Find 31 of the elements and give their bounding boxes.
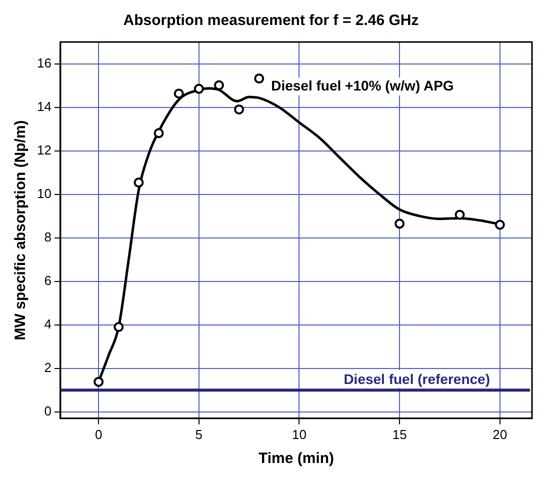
y-tick-label: 14 xyxy=(36,98,52,114)
y-tick-label: 6 xyxy=(44,272,52,288)
point xyxy=(94,376,104,387)
x-tick-label: 5 xyxy=(195,426,203,442)
y-tick-label: 10 xyxy=(36,186,52,201)
y-tick-label: 8 xyxy=(44,229,52,244)
x-tick-label: 10 xyxy=(292,426,306,442)
point xyxy=(234,104,244,114)
x-tick-label: 20 xyxy=(492,426,508,442)
point xyxy=(134,178,144,188)
series-label: Diesel fuel (reference) xyxy=(344,370,490,387)
y-axis-title: MW specific absorption (Np/m) xyxy=(12,120,30,340)
x-tick-label: 0 xyxy=(94,426,102,442)
y-tick-label: 0 xyxy=(44,403,52,418)
point xyxy=(454,210,465,220)
chart-title: Absorption measurement for f = 2.46 GHz xyxy=(123,12,419,30)
y-tick-label: 2 xyxy=(44,360,52,375)
y-tick-label: 12 xyxy=(36,142,52,158)
y-tick-label: 16 xyxy=(36,55,52,70)
point xyxy=(254,74,264,84)
point xyxy=(114,322,124,332)
series-label: Diesel fuel +10% (w/w) APG xyxy=(271,77,454,94)
x-axis-title: Time (min) xyxy=(258,450,334,468)
x-tick-label: 15 xyxy=(392,426,407,442)
point xyxy=(494,220,505,230)
point xyxy=(174,88,184,99)
point xyxy=(154,128,164,138)
point xyxy=(194,84,204,94)
y-tick-label: 4 xyxy=(44,316,52,332)
point xyxy=(394,218,405,229)
point xyxy=(214,80,224,90)
